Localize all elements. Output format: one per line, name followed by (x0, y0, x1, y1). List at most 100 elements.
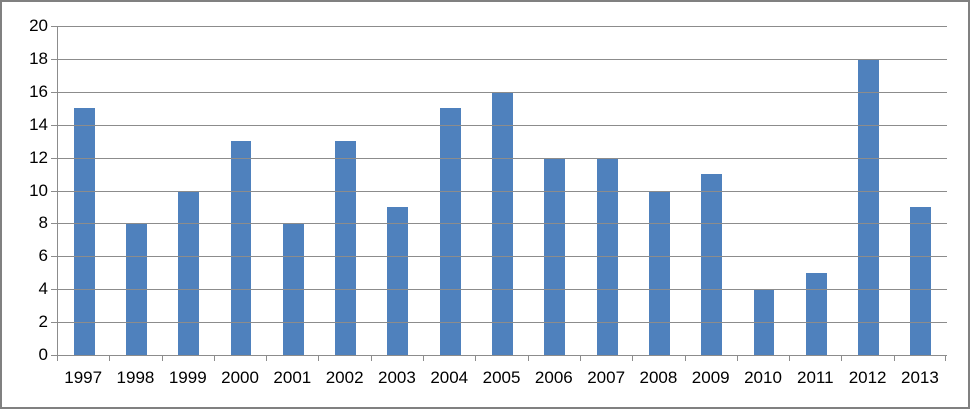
y-axis-labels: 0 2 4 6 8 10 12 14 16 18 20 (2, 16, 48, 364)
x-axis-tick-label: 2001 (273, 368, 312, 387)
x-axis-tick (213, 355, 215, 361)
gridline (58, 157, 947, 159)
bar-slot (842, 26, 894, 355)
x-axis-tick (423, 355, 425, 361)
x-axis-tick-label: 2011 (797, 368, 834, 387)
y-axis-tick-label: 4 (38, 279, 48, 299)
gridline (58, 190, 947, 192)
bar-2012 (858, 58, 880, 355)
y-axis-tick (51, 91, 58, 93)
y-axis-tick-label: 2 (38, 312, 48, 332)
x-axis-tick-label: 2003 (378, 368, 416, 387)
bar-2010 (753, 289, 775, 355)
x-axis-tick (893, 355, 895, 361)
bar-slot (58, 26, 110, 355)
x-axis-tick (632, 355, 634, 361)
x-axis-tick (527, 355, 529, 361)
gridline (58, 124, 947, 126)
x-axis-tick-label: 2009 (691, 368, 730, 387)
x-axis-tick-label: 2006 (534, 368, 573, 387)
bar-slot (738, 26, 790, 355)
x-axis-tick-label: 2008 (639, 368, 678, 387)
bar-1997 (73, 108, 95, 355)
bar-slot (319, 26, 371, 355)
bar-slot (163, 26, 215, 355)
x-axis-tick (161, 355, 163, 361)
bar-slot (529, 26, 581, 355)
x-axis-tick (841, 355, 843, 361)
x-axis-tick-label: 1998 (116, 368, 155, 387)
x-axis-tick-label: 2004 (430, 368, 469, 387)
y-axis-tick (51, 289, 58, 291)
gridline (58, 256, 947, 258)
y-axis-tick (51, 322, 58, 324)
gridline (58, 289, 947, 291)
gridline (58, 322, 947, 324)
x-axis-tick (109, 355, 111, 361)
y-axis-tick-label: 8 (38, 213, 48, 233)
y-axis-tick (51, 124, 58, 126)
bar-2009 (701, 174, 723, 355)
y-axis-tick (51, 157, 58, 159)
x-axis-tick-label: 2010 (744, 368, 782, 387)
y-axis-tick (51, 190, 58, 192)
gridline (58, 91, 947, 93)
y-axis-tick (51, 355, 58, 356)
y-axis-tick-label: 0 (38, 345, 48, 364)
y-axis-tick (51, 256, 58, 258)
bar-slot (424, 26, 476, 355)
x-axis-tick-label: 1999 (168, 368, 207, 387)
bar-2007 (596, 157, 618, 355)
bar-2004 (439, 108, 461, 355)
x-axis-tick (684, 355, 686, 361)
gridline (58, 223, 947, 225)
x-ticks-layer (57, 355, 946, 361)
x-axis-tick-label: 2012 (848, 368, 887, 387)
x-axis-tick (736, 355, 738, 361)
gridline (58, 26, 947, 27)
y-axis-tick (51, 223, 58, 225)
bar-slot (215, 26, 267, 355)
bar-2002 (335, 141, 357, 355)
bar-slot (633, 26, 685, 355)
x-axis-tick-label: 2002 (325, 368, 364, 387)
bar-2003 (387, 206, 409, 355)
x-axis-labels: 1997 1998 1999 2000 2001 2002 2003 2004 2005 2006… (57, 368, 946, 388)
x-axis-tick-label: 2000 (221, 368, 259, 387)
x-axis-tick (789, 355, 791, 361)
bar-slot (581, 26, 633, 355)
x-axis-tick-label: 2007 (587, 368, 626, 387)
y-axis-tick (51, 26, 58, 27)
bar-2008 (648, 190, 670, 355)
x-axis-tick (266, 355, 268, 361)
bar-2013 (910, 206, 932, 355)
bar-slot (895, 26, 947, 355)
bar-1999 (178, 190, 200, 355)
y-axis-tick-label: 12 (29, 147, 48, 167)
x-axis-tick (945, 355, 946, 361)
x-axis-tick (57, 355, 58, 361)
bar-2011 (805, 272, 827, 355)
y-axis-tick (51, 58, 58, 60)
bar-slot (790, 26, 842, 355)
x-axis-tick-label: 2013 (900, 368, 939, 387)
gridline (58, 58, 947, 60)
x-axis-tick-label: 2005 (482, 368, 521, 387)
x-axis-tick (475, 355, 477, 361)
bar-2006 (544, 157, 566, 355)
y-axis-tick-label: 6 (38, 246, 48, 266)
bar-2000 (230, 141, 252, 355)
bar-slot (372, 26, 424, 355)
y-axis-tick-label: 18 (29, 48, 48, 68)
y-axis-tick-label: 16 (29, 81, 48, 101)
x-axis-tick-label: 1997 (64, 368, 103, 387)
x-axis-tick (370, 355, 372, 361)
plot-area (51, 26, 947, 356)
y-axis-tick-label: 10 (29, 180, 48, 200)
y-axis-tick-label: 14 (29, 114, 48, 134)
x-axis-tick (579, 355, 581, 361)
bar-slot (686, 26, 738, 355)
x-axis-tick (318, 355, 320, 361)
y-axis-tick-label: 20 (29, 16, 48, 35)
